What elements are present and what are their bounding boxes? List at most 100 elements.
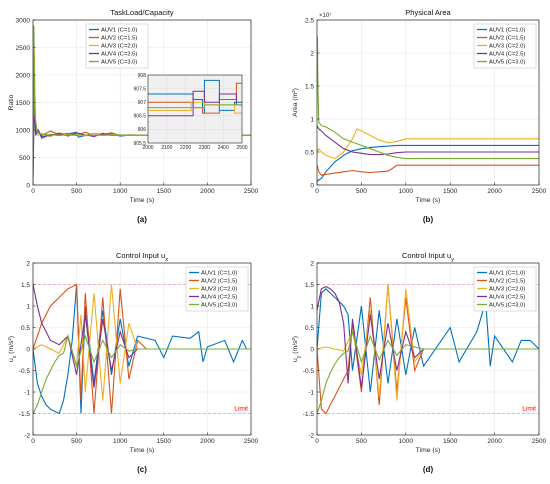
legend-entry: AUV1 (C=1.0) — [101, 28, 137, 34]
x-tick-label: 0 — [315, 438, 319, 445]
x-tick-label: 1000 — [399, 188, 414, 195]
x-tick-label: 1500 — [157, 438, 172, 445]
y-axis-label: Area (m²) — [292, 88, 299, 117]
x-tick-label: 0 — [31, 438, 35, 445]
legend-entry: AUV4 (C=2.5) — [489, 52, 525, 58]
y-tick-label: 500 — [19, 155, 30, 162]
series-line-4 — [317, 125, 539, 156]
y-tick-label: -0.5 — [19, 368, 31, 375]
y-tick-label: 0.5 — [21, 325, 30, 332]
series-line-1 — [317, 288, 539, 393]
legend-entry: AUV2 (C=1.5) — [101, 36, 137, 42]
inset-y-tick-label: 907 — [138, 100, 147, 106]
y-tick-label: -2 — [24, 432, 30, 439]
x-axis-label: Time (s) — [416, 197, 441, 204]
panel-caption: (c) — [137, 465, 147, 474]
legend-entry: AUV1 (C=1.0) — [201, 271, 237, 277]
y-tick-label: 0 — [310, 182, 314, 189]
y-tick-label: 2 — [26, 260, 30, 267]
inset-y-tick-label: 905.5 — [133, 141, 146, 147]
legend-entry: AUV3 (C=2.0) — [101, 44, 137, 50]
title-subscript: x — [165, 257, 168, 263]
inset-y-tick-label: 907.5 — [133, 86, 146, 92]
legend-entry: AUV2 (C=1.5) — [489, 279, 525, 285]
y-tick-label: -1.5 — [19, 411, 31, 418]
legend-box — [85, 23, 149, 69]
y-tick-label: 2000 — [16, 72, 31, 79]
legend-entry: AUV3 (C=2.0) — [201, 287, 237, 293]
x-axis-label: Time (s) — [416, 447, 441, 454]
series-line-3 — [33, 284, 251, 401]
y-tick-label: -0.5 — [303, 368, 315, 375]
legend-entry: AUV3 (C=2.0) — [489, 287, 525, 293]
x-tick-label: 2000 — [200, 438, 215, 445]
y-tick-label: 1.5 — [305, 83, 314, 90]
inset-x-tick-label: 2000 — [142, 145, 153, 151]
x-tick-label: 1500 — [157, 188, 172, 195]
legend-entry: AUV4 (C=2.5) — [201, 295, 237, 301]
y-tick-label: -1 — [308, 389, 314, 396]
series-group — [317, 284, 539, 415]
legend-entry: AUV4 (C=2.5) — [101, 52, 137, 58]
inset-series-line-4 — [148, 90, 242, 117]
y-tick-label: -1 — [24, 389, 30, 396]
series-line-4 — [33, 284, 251, 388]
y-label-subscript: y — [296, 355, 302, 358]
y-axis-exponent: ×10⁷ — [319, 12, 331, 19]
series-line-2 — [317, 284, 539, 415]
y-label-subscript: x — [12, 355, 18, 358]
y-tick-label: 2.5 — [305, 17, 314, 24]
legend-entry: AUV2 (C=1.5) — [201, 279, 237, 285]
legend-entry: AUV5 (C=3.0) — [101, 60, 137, 66]
y-tick-label: 2 — [310, 50, 314, 57]
legend-entry: AUV4 (C=2.5) — [489, 295, 525, 301]
x-tick-label: 1500 — [443, 188, 458, 195]
y-label-unit: (m/s²) — [292, 336, 299, 354]
x-tick-label: 2500 — [532, 188, 547, 195]
y-tick-label: 1500 — [16, 100, 31, 107]
series-line-2 — [317, 164, 539, 176]
chart-title: Control Input uy — [402, 251, 454, 263]
series-line-3 — [317, 284, 539, 401]
chart-title: TaskLoad/Capacity — [110, 8, 174, 17]
x-tick-label: 500 — [356, 188, 367, 195]
series-line-5 — [317, 36, 539, 160]
panel-a: 0 500 1000 1500 2000 2500 0 500 1000 1500 2000 2500… — [8, 8, 259, 224]
series-line-5 — [317, 329, 539, 414]
series-group — [33, 25, 251, 185]
x-axis-label: Time (s) — [130, 447, 155, 454]
inset-plot: 2000 2100 2200 2300 2400 2500 905.5 906 906.5 907… — [133, 73, 247, 151]
x-tick-label: 0 — [31, 188, 35, 195]
x-tick-label: 2000 — [200, 188, 215, 195]
x-tick-label: 1500 — [443, 438, 458, 445]
y-tick-label: 1.5 — [21, 282, 30, 289]
inset-series-group — [148, 79, 242, 117]
x-tick-label: 1000 — [113, 188, 128, 195]
x-tick-label: 500 — [71, 438, 82, 445]
y-axis-label: Ratio — [8, 94, 15, 110]
legend-entry: AUV1 (C=1.0) — [489, 271, 525, 277]
x-tick-label: 1000 — [399, 438, 414, 445]
title-subscript: y — [451, 257, 454, 263]
chart-title: Physical Area — [405, 8, 451, 17]
y-tick-label: 1.5 — [305, 282, 314, 289]
x-tick-label: 500 — [356, 438, 367, 445]
y-tick-label: 1 — [26, 303, 30, 310]
y-tick-label: -1.5 — [303, 411, 315, 418]
inset-x-tick-label: 2100 — [161, 145, 172, 151]
series-line-2 — [33, 283, 251, 414]
legend: AUV1 (C=1.0) AUV2 (C=1.5) AUV3 (C=2.0) AUV4… — [185, 266, 249, 312]
panel-caption: (d) — [423, 465, 434, 474]
y-tick-label: 0.5 — [305, 325, 314, 332]
series-group — [33, 283, 251, 415]
x-tick-label: 2500 — [532, 438, 547, 445]
x-tick-label: 2500 — [244, 188, 259, 195]
series-line-3 — [317, 128, 539, 160]
legend-entry: AUV5 (C=3.0) — [489, 60, 525, 66]
y-tick-label: 0 — [26, 182, 30, 189]
chart-title: Control Input ux — [116, 251, 168, 263]
inset-area — [148, 75, 242, 143]
inset-y-tick-label: 906.5 — [133, 114, 146, 120]
series-line-5 — [33, 334, 251, 414]
y-tick-label: 0 — [26, 346, 30, 353]
